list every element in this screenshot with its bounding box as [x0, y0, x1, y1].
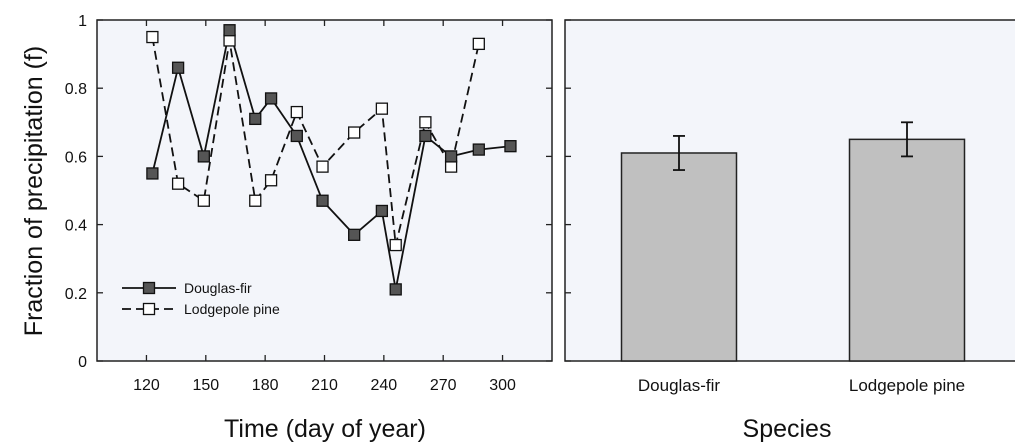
left-x-axis-title: Time (day of year)	[224, 415, 426, 443]
point-lodgepole-pine	[419, 116, 432, 129]
point-lodgepole-pine	[316, 160, 329, 173]
point-lodgepole-pine	[472, 37, 485, 51]
category-label: Lodgepole pine	[849, 376, 965, 395]
point-lodgepole-pine	[264, 174, 278, 187]
point-lodgepole-pine	[375, 102, 389, 115]
point-douglas-fir	[249, 112, 262, 126]
left-x-axis: 120 150 180 210 240 270 300	[133, 20, 516, 394]
x-tick-label: 210	[311, 377, 338, 394]
point-douglas-fir	[223, 24, 236, 37]
legend: Douglas-fir Lodgepole pine	[122, 280, 280, 317]
point-lodgepole-pine	[171, 177, 185, 190]
point-douglas-fir	[419, 129, 432, 143]
bar	[848, 138, 966, 362]
x-tick-label: 120	[133, 377, 160, 394]
legend-marker-douglas-fir	[142, 281, 156, 295]
y-tick-label: 0	[78, 354, 87, 371]
point-lodgepole-pine	[249, 194, 262, 207]
x-tick-label: 300	[489, 377, 516, 394]
left-panel-background	[96, 19, 553, 362]
marker-group	[146, 24, 517, 296]
point-douglas-fir	[290, 129, 303, 143]
y-tick-label: 0.6	[65, 149, 87, 166]
y-tick-label: 1	[78, 13, 87, 30]
bar	[620, 152, 738, 362]
point-douglas-fir	[316, 194, 329, 207]
x-tick-label: 240	[370, 377, 397, 394]
x-tick-label: 270	[430, 377, 457, 394]
point-douglas-fir	[171, 61, 185, 74]
point-douglas-fir	[504, 140, 517, 153]
point-lodgepole-pine	[146, 30, 159, 44]
point-douglas-fir	[389, 283, 402, 296]
y-tick-label: 0.4	[65, 218, 87, 235]
point-douglas-fir	[472, 143, 485, 156]
point-douglas-fir	[264, 92, 278, 105]
series-line-lodgepole-pine	[151, 36, 480, 247]
left-y-axis: 0 0.2 0.4 0.6 0.8 1	[65, 13, 552, 371]
right-y-ticks	[565, 19, 571, 362]
legend-label-lodgepole-pine: Lodgepole pine	[184, 301, 280, 317]
x-tick-label: 180	[252, 377, 279, 394]
point-douglas-fir	[444, 150, 458, 163]
point-lodgepole-pine	[444, 160, 458, 173]
point-douglas-fir	[375, 204, 389, 218]
bar-group: Douglas-fir Lodgepole pine	[620, 121, 966, 395]
y-tick-label: 0.8	[65, 81, 87, 98]
point-lodgepole-pine	[197, 194, 210, 207]
point-douglas-fir	[197, 150, 210, 163]
point-douglas-fir	[146, 167, 159, 180]
y-axis-title: Fraction of precipitation (f)	[20, 46, 48, 336]
point-douglas-fir	[348, 228, 361, 241]
category-label: Douglas-fir	[638, 376, 721, 395]
point-lodgepole-pine	[389, 238, 402, 252]
point-lodgepole-pine	[223, 34, 236, 47]
y-tick-label: 0.2	[65, 286, 87, 303]
legend-marker-lodgepole-pine	[142, 302, 156, 316]
point-lodgepole-pine	[348, 126, 361, 139]
legend-label-douglas-fir: Douglas-fir	[184, 280, 252, 296]
point-lodgepole-pine	[290, 105, 303, 119]
x-tick-label: 150	[192, 377, 219, 394]
right-x-axis-title: Species	[743, 415, 832, 443]
